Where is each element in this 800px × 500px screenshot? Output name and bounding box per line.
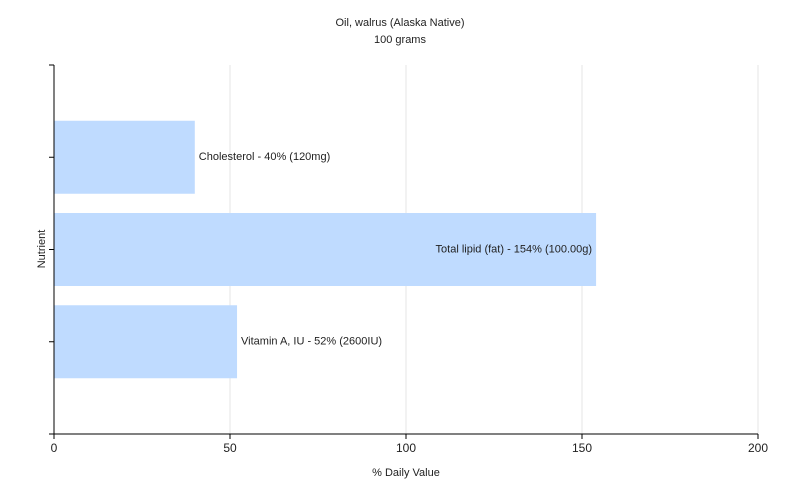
value-label: Total lipid (fat) - 154% (100.00g) <box>436 243 593 255</box>
x-tick-label: 0 <box>51 441 58 455</box>
y-axis-label: Nutrient <box>36 230 48 269</box>
bar <box>54 120 195 194</box>
x-tick-label: 200 <box>748 441 768 455</box>
bar <box>54 305 238 379</box>
value-label: Vitamin A, IU - 52% (2600IU) <box>241 336 382 348</box>
chart-subtitle: 100 grams <box>374 34 426 46</box>
x-tick-label: 150 <box>572 441 592 455</box>
x-tick-label: 100 <box>396 441 416 455</box>
chart-title: Oil, walrus (Alaska Native) <box>336 17 465 29</box>
x-axis-label: % Daily Value <box>372 467 440 479</box>
x-tick-label: 50 <box>223 441 237 455</box>
value-label: Cholesterol - 40% (120mg) <box>199 151 330 163</box>
bar <box>54 213 597 286</box>
